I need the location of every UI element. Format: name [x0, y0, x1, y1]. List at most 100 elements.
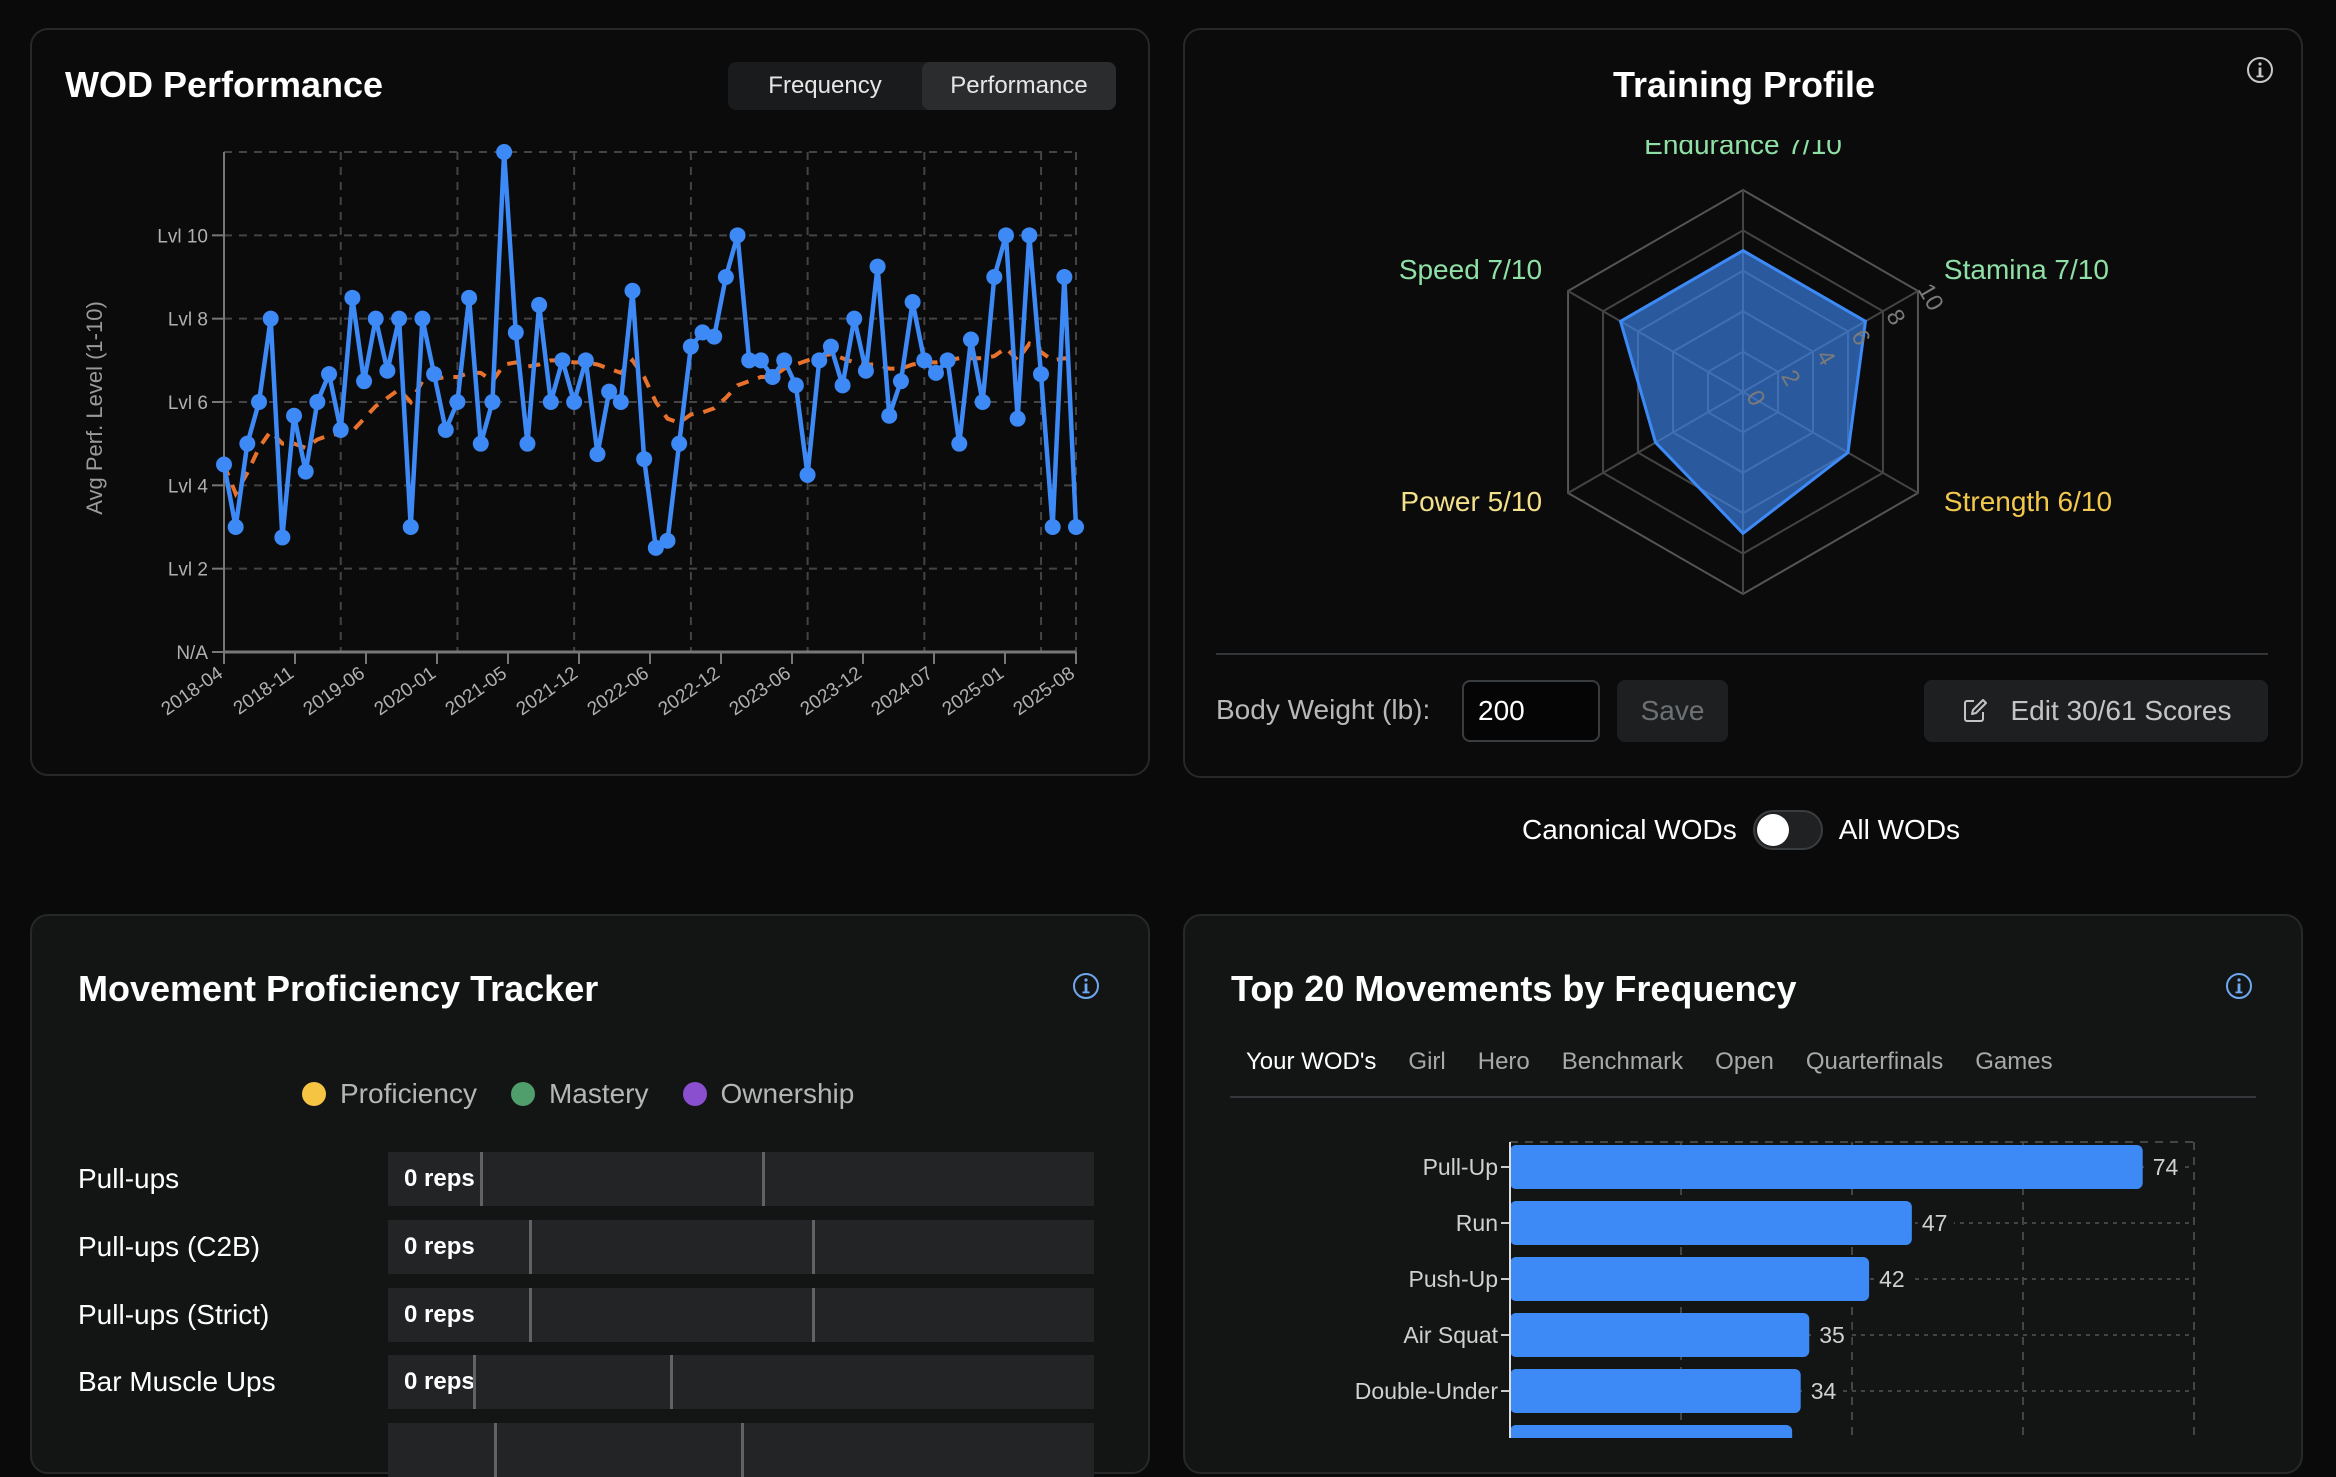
- x-tick-label: 2018-11: [230, 663, 298, 719]
- y-tick-label: Lvl 6: [168, 393, 208, 414]
- x-tick-label: 2023-06: [726, 663, 795, 720]
- data-point: [741, 352, 758, 369]
- proficiency-bar: 0 reps: [388, 1220, 1094, 1274]
- performance-tab[interactable]: Performance: [922, 62, 1116, 110]
- reps-count: 0 reps: [404, 1233, 475, 1260]
- legend-item-proficiency: Proficiency: [302, 1078, 477, 1110]
- reps-count: 0 reps: [404, 1368, 475, 1395]
- data-point: [426, 366, 443, 383]
- data-point: [274, 529, 291, 546]
- radar-axis-label: Strength 6/10: [1944, 486, 2112, 517]
- data-point: [904, 294, 921, 310]
- data-point: [262, 310, 279, 327]
- data-point: [869, 258, 886, 275]
- proficiency-row[interactable]: Bar Muscle Ups 0 reps: [78, 1355, 1094, 1409]
- threshold-marker: [472, 1355, 476, 1409]
- data-point: [916, 352, 933, 369]
- threshold-marker: [529, 1288, 533, 1342]
- data-point: [1009, 410, 1026, 427]
- wod-performance-title: WOD Performance: [65, 64, 384, 105]
- value-label-bg: [1875, 1265, 1912, 1293]
- legend-label: Mastery: [548, 1078, 649, 1109]
- data-point: [1021, 227, 1038, 244]
- x-tick-label: 2025-01: [939, 663, 1008, 720]
- data-point: [729, 227, 746, 244]
- data-point: [531, 296, 548, 313]
- data-point: [1068, 519, 1084, 535]
- moving-average-line: [222, 340, 1077, 499]
- y-tick-label: Lvl 8: [168, 310, 208, 331]
- body-weight-input[interactable]: [1462, 680, 1600, 742]
- value-label: 42: [1879, 1266, 1905, 1292]
- radar-axis-label: Endurance 7/10: [1644, 140, 1842, 160]
- proficiency-row[interactable]: Pull-ups (Strict) 0 reps: [78, 1288, 1094, 1342]
- x-tick-label: 2019-06: [300, 663, 369, 720]
- tab-open[interactable]: Open: [1715, 1048, 1774, 1075]
- y-tick-label: Lvl 4: [168, 476, 209, 497]
- proficiency-dot: [302, 1082, 326, 1106]
- bar: [1510, 1369, 1801, 1413]
- ownership-dot: [682, 1082, 707, 1106]
- tab-girl[interactable]: Girl: [1408, 1048, 1446, 1075]
- frequency-tab[interactable]: Frequency: [768, 72, 882, 99]
- data-point: [764, 369, 781, 385]
- data-point: [507, 324, 524, 341]
- data-point: [227, 519, 244, 535]
- movement-proficiency-title: Movement Proficiency Tracker: [78, 968, 599, 1009]
- data-point: [892, 373, 909, 390]
- legend-label: Ownership: [720, 1078, 855, 1109]
- data-point: [1056, 269, 1073, 285]
- body-weight-label: Body Weight (lb):: [1216, 694, 1431, 725]
- tab-quarterfinals[interactable]: Quarterfinals: [1805, 1048, 1944, 1075]
- data-point: [659, 532, 676, 549]
- x-tick-label: 2023-12: [797, 663, 866, 720]
- tab-your-wods[interactable]: Your WOD's: [1246, 1048, 1377, 1075]
- category-label: Pull-Up: [1423, 1154, 1498, 1180]
- radar-ring-label: 8: [1880, 305, 1910, 330]
- data-point: [846, 310, 863, 327]
- proficiency-bar: 0 reps: [388, 1288, 1094, 1342]
- movement-name: Pull-ups: [78, 1163, 180, 1194]
- info-icon[interactable]: [2245, 55, 2275, 85]
- category-label: Double-Under: [1355, 1378, 1499, 1404]
- data-point: [414, 310, 431, 327]
- proficiency-row[interactable]: Pull-ups (C2B) 0 reps: [78, 1220, 1094, 1274]
- tab-hero[interactable]: Hero: [1477, 1048, 1530, 1075]
- threshold-marker: [762, 1152, 766, 1206]
- data-point: [997, 227, 1014, 244]
- performance-line: [221, 149, 1079, 551]
- data-point: [239, 435, 256, 452]
- proficiency-row[interactable]: [78, 1423, 1094, 1477]
- data-point: [356, 373, 373, 390]
- value-label-bg: [1815, 1321, 1852, 1349]
- data-point: [717, 269, 734, 285]
- edit-scores-button[interactable]: Edit 30/61 Scores: [1924, 680, 2268, 742]
- data-point: [297, 463, 314, 480]
- legend-label: Proficiency: [340, 1078, 477, 1109]
- info-icon[interactable]: [1071, 971, 1101, 1001]
- edit-scores-label: Edit 30/61 Scores: [2010, 695, 2232, 726]
- data-point: [286, 407, 303, 424]
- save-button[interactable]: Save: [1617, 680, 1728, 742]
- top-movements-title: Top 20 Movements by Frequency: [1231, 968, 1797, 1009]
- x-tick-label: 2021-05: [442, 663, 511, 720]
- radar-data-area: [1618, 248, 1868, 536]
- tab-games[interactable]: Games: [1975, 1048, 2053, 1075]
- value-label: 35: [1819, 1322, 1845, 1348]
- tab-benchmark[interactable]: Benchmark: [1561, 1048, 1684, 1075]
- wod-filter-switch[interactable]: [1752, 810, 1823, 850]
- value-label: 34: [1811, 1378, 1837, 1404]
- info-icon[interactable]: [2224, 971, 2254, 1001]
- category-label: Run: [1456, 1210, 1498, 1236]
- data-point: [402, 519, 419, 535]
- data-point: [367, 310, 384, 327]
- threshold-marker: [670, 1355, 674, 1409]
- data-point: [484, 394, 501, 410]
- data-point: [449, 394, 466, 410]
- data-point: [251, 394, 268, 410]
- value-label: 47: [1922, 1210, 1948, 1236]
- proficiency-row[interactable]: Pull-ups 0 reps: [78, 1152, 1094, 1206]
- bar: [1510, 1425, 1793, 1438]
- y-tick-label: Lvl 10: [157, 226, 208, 247]
- threshold-marker: [529, 1220, 533, 1274]
